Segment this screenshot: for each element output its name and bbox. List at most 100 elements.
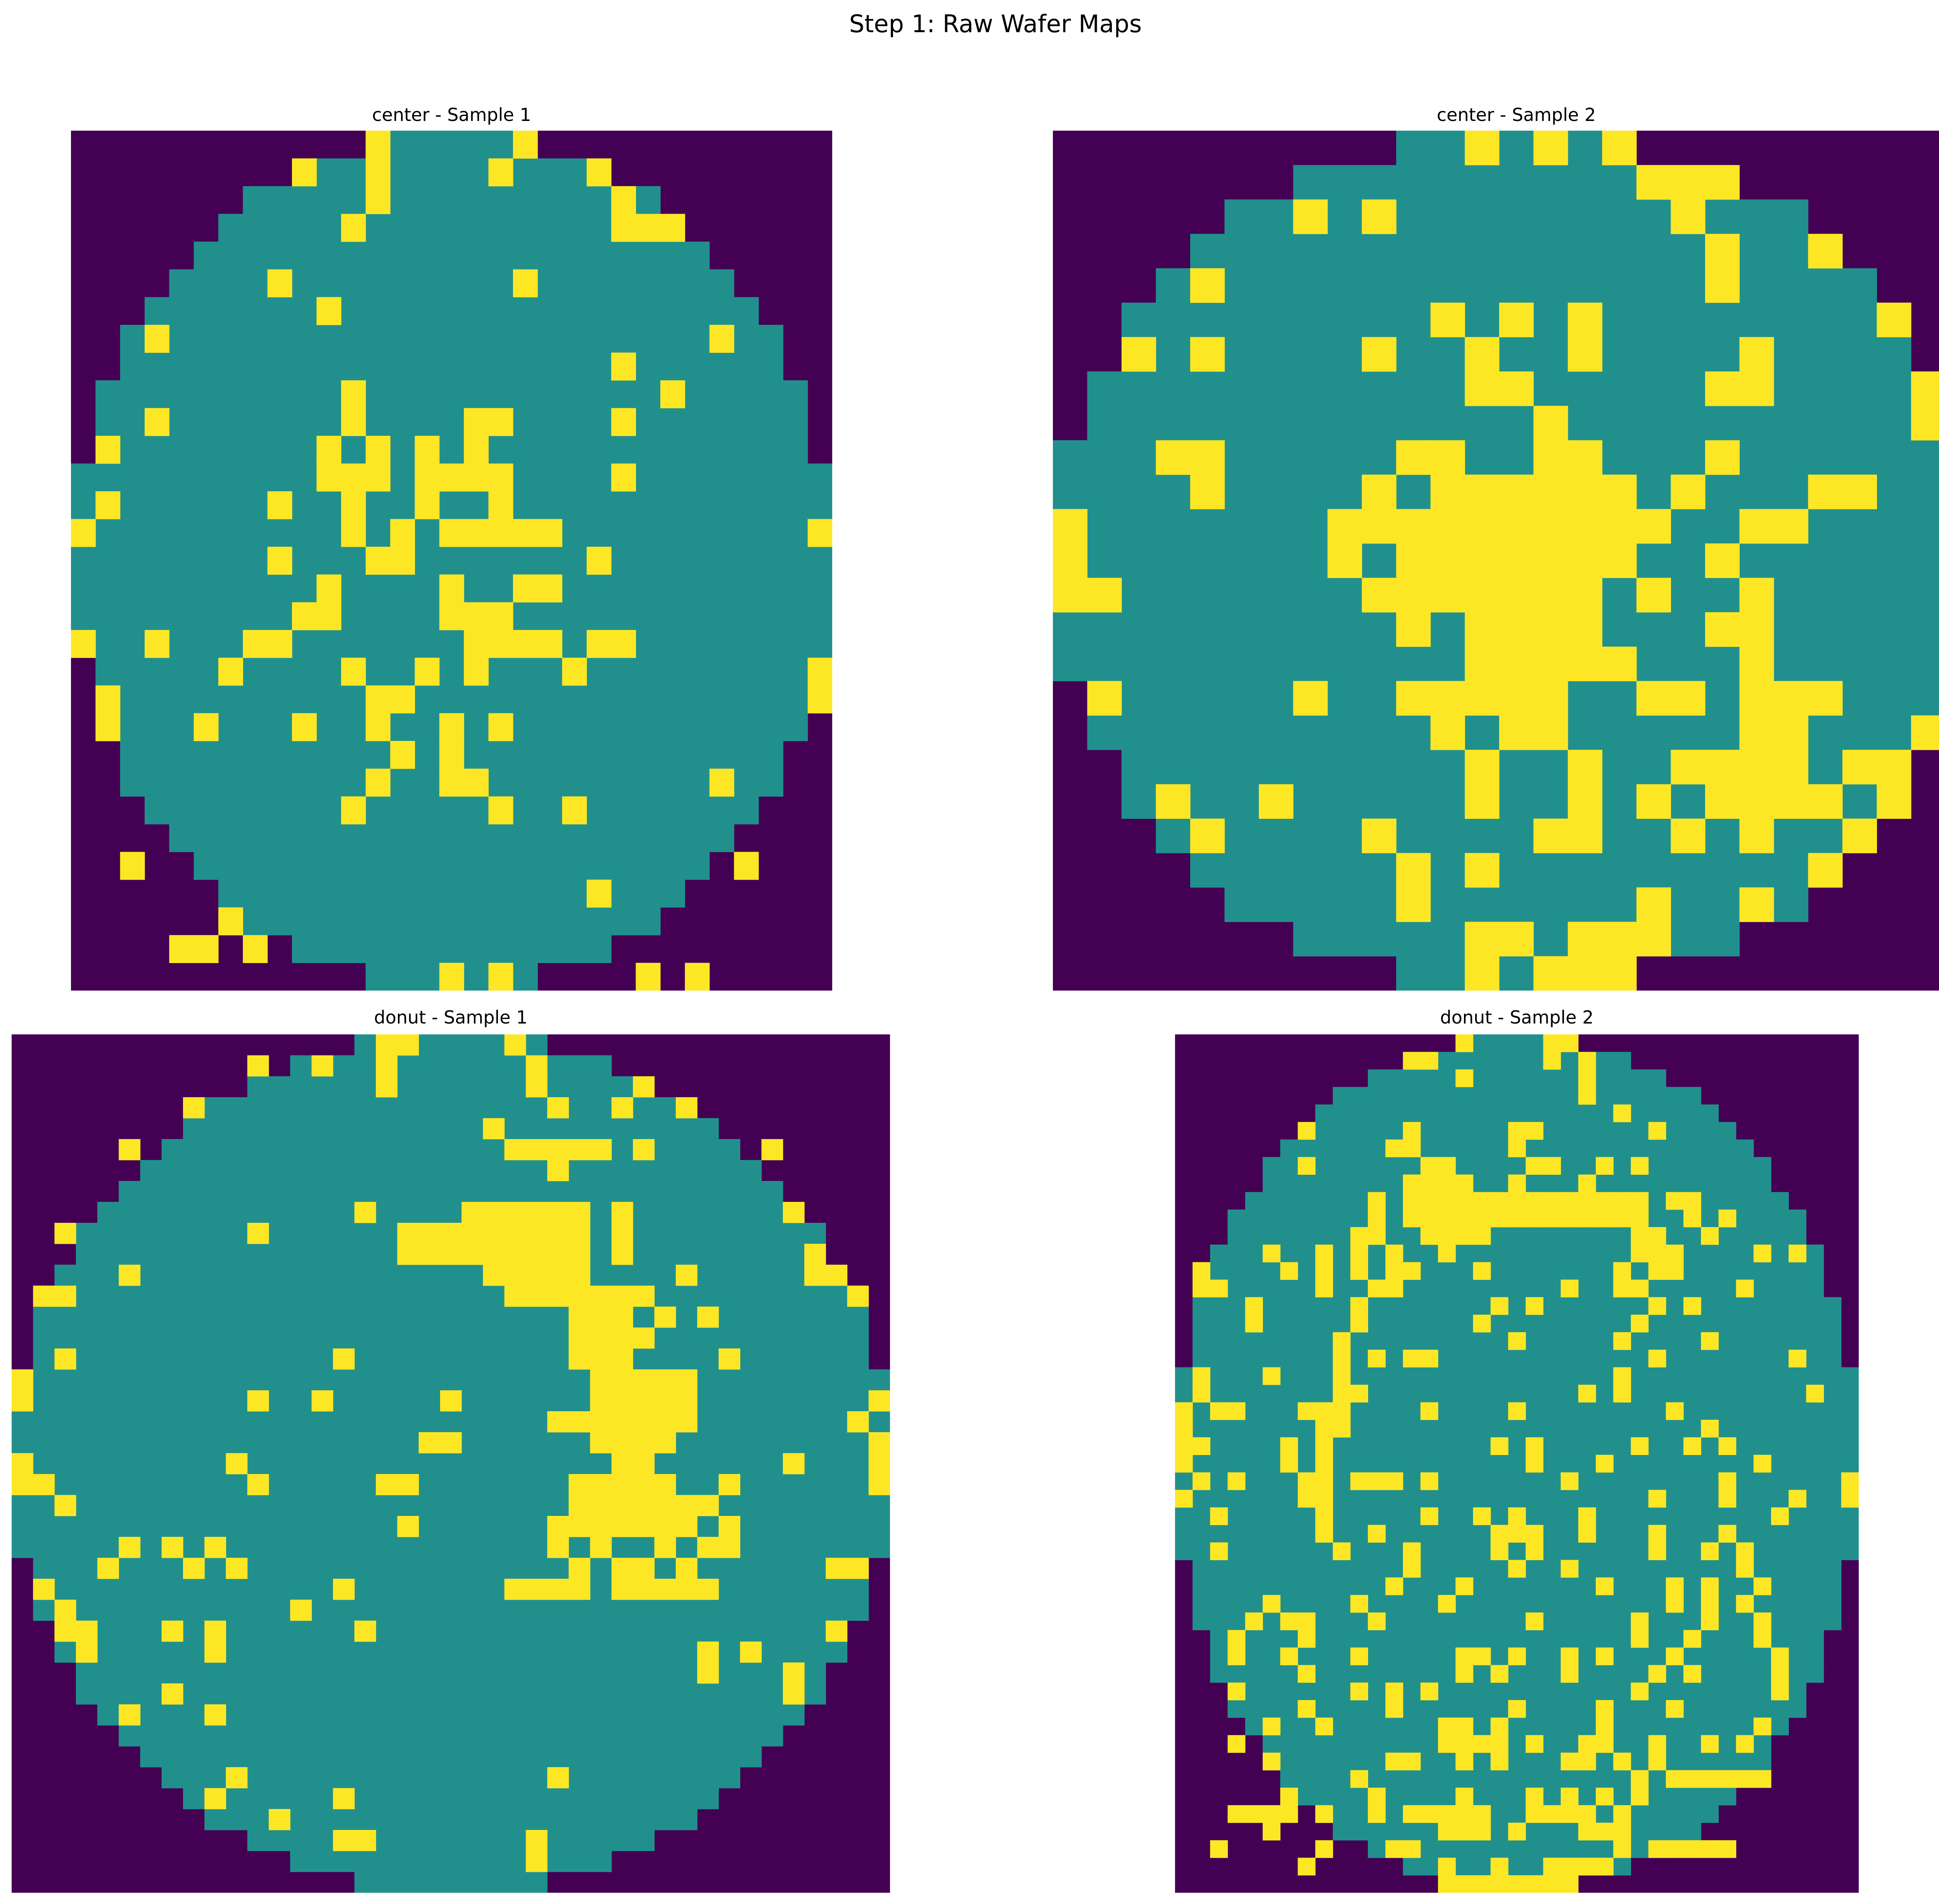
fail-die-cell <box>611 1579 633 1600</box>
fail-die-cell <box>1403 1139 1421 1157</box>
fail-die-cell <box>525 1265 548 1286</box>
fail-die-cell <box>1245 1297 1263 1315</box>
fail-die-cell <box>1362 509 1396 544</box>
fail-die-cell <box>1420 1209 1438 1227</box>
fail-die-cell <box>1773 681 1809 716</box>
fail-die-cell <box>1666 1700 1684 1718</box>
fail-die-cell <box>1190 475 1225 509</box>
fail-die-cell <box>1842 818 1877 853</box>
fail-die-cell <box>1736 1770 1754 1788</box>
fail-die-cell <box>1315 1402 1333 1420</box>
fail-die-cell <box>1473 1735 1491 1753</box>
fail-die-cell <box>1631 1245 1649 1262</box>
fail-die-cell <box>440 1390 462 1412</box>
fail-die-cell <box>464 519 489 547</box>
fail-die-cell <box>1053 543 1088 578</box>
fail-die-cell <box>464 408 489 436</box>
fail-die-cell <box>316 574 342 602</box>
wafer-pass-row <box>12 1537 890 1558</box>
fail-die-cell <box>1210 1840 1228 1858</box>
fail-die-cell <box>1490 1665 1509 1683</box>
fail-die-cell <box>1533 818 1568 853</box>
fail-die-cell <box>590 1286 612 1307</box>
fail-die-cell <box>1911 715 1939 750</box>
fail-die-cell <box>1227 1682 1246 1700</box>
fail-die-cell <box>1753 1630 1771 1648</box>
fail-die-cell <box>1561 1787 1579 1806</box>
fail-die-cell <box>1455 1752 1474 1771</box>
fail-die-cell <box>504 1139 526 1160</box>
fail-die-cell <box>1499 612 1534 647</box>
fail-die-cell <box>1315 1262 1333 1280</box>
fail-die-cell <box>483 1265 505 1286</box>
fail-die-cell <box>611 1432 633 1453</box>
fail-die-cell <box>1736 1542 1754 1560</box>
fail-die-cell <box>1385 1279 1403 1298</box>
fail-die-cell <box>1561 1752 1579 1771</box>
fail-die-cell <box>1499 715 1534 750</box>
fail-die-cell <box>204 1537 226 1558</box>
fail-die-cell <box>590 1139 612 1160</box>
fail-die-cell <box>1280 1647 1298 1666</box>
fail-die-cell <box>161 1537 183 1558</box>
fail-die-cell <box>1438 1595 1456 1613</box>
fail-die-cell <box>1613 1332 1631 1350</box>
fail-die-cell <box>1175 1437 1193 1455</box>
fail-die-cell <box>611 1453 633 1474</box>
fail-die-cell <box>1808 234 1843 269</box>
fail-die-cell <box>1739 337 1774 372</box>
fail-die-cell <box>1420 1350 1438 1368</box>
fail-die-cell <box>1362 475 1396 509</box>
fail-die-cell <box>1263 1823 1281 1841</box>
fail-die-cell <box>290 1600 312 1621</box>
fail-die-cell <box>1438 1875 1456 1893</box>
fail-die-cell <box>1298 1157 1316 1175</box>
fail-die-cell <box>1499 646 1534 682</box>
fail-die-cell <box>1718 1437 1737 1455</box>
fail-die-cell <box>1567 612 1602 647</box>
wafer-pass-row <box>95 685 808 714</box>
fail-die-cell <box>12 1453 33 1474</box>
fail-die-cell <box>1701 1420 1719 1438</box>
wafer-pass-row <box>12 1474 890 1495</box>
fail-die-cell <box>1192 1367 1211 1385</box>
fail-die-cell <box>1683 1665 1701 1683</box>
fail-die-cell <box>590 1369 612 1391</box>
fail-die-cell <box>1718 1770 1737 1788</box>
fail-die-cell <box>1705 543 1740 578</box>
fail-die-cell <box>1595 1455 1614 1473</box>
fail-die-cell <box>1705 612 1740 647</box>
fail-die-cell <box>1245 1314 1263 1333</box>
wafer-pass-row <box>12 1411 890 1433</box>
fail-die-cell <box>660 380 685 409</box>
fail-die-cell <box>1841 1490 1859 1508</box>
fail-die-cell <box>676 1579 698 1600</box>
fail-die-cell <box>1280 1437 1298 1455</box>
fail-die-cell <box>119 1537 141 1558</box>
fail-die-cell <box>333 1579 355 1600</box>
fail-die-cell <box>1403 1542 1421 1560</box>
fail-die-cell <box>76 1621 98 1642</box>
fail-die-cell <box>1368 1209 1386 1227</box>
fail-die-cell <box>1227 1735 1246 1753</box>
fail-die-cell <box>660 214 685 242</box>
fail-die-cell <box>1648 1227 1666 1245</box>
fail-die-cell <box>611 1223 633 1244</box>
wafer-pass-row <box>144 796 759 825</box>
fail-die-cell <box>1508 1209 1526 1227</box>
fail-die-cell <box>1736 1595 1754 1613</box>
fail-die-cell <box>1438 1245 1456 1262</box>
fail-die-cell <box>633 1286 655 1307</box>
fail-die-cell <box>1473 1262 1491 1280</box>
wafer-pass-row <box>1396 131 1637 166</box>
fail-die-cell <box>267 630 292 658</box>
wafer-pass-row <box>33 1327 869 1349</box>
fail-die-cell <box>654 1432 676 1453</box>
fail-die-cell <box>483 1223 505 1244</box>
fail-die-cell <box>247 1055 269 1077</box>
fail-die-cell <box>488 519 513 547</box>
fail-die-cell <box>354 1830 376 1851</box>
fail-die-cell <box>590 1327 612 1349</box>
fail-die-cell <box>418 1223 441 1244</box>
fail-die-cell <box>1526 1787 1543 1806</box>
